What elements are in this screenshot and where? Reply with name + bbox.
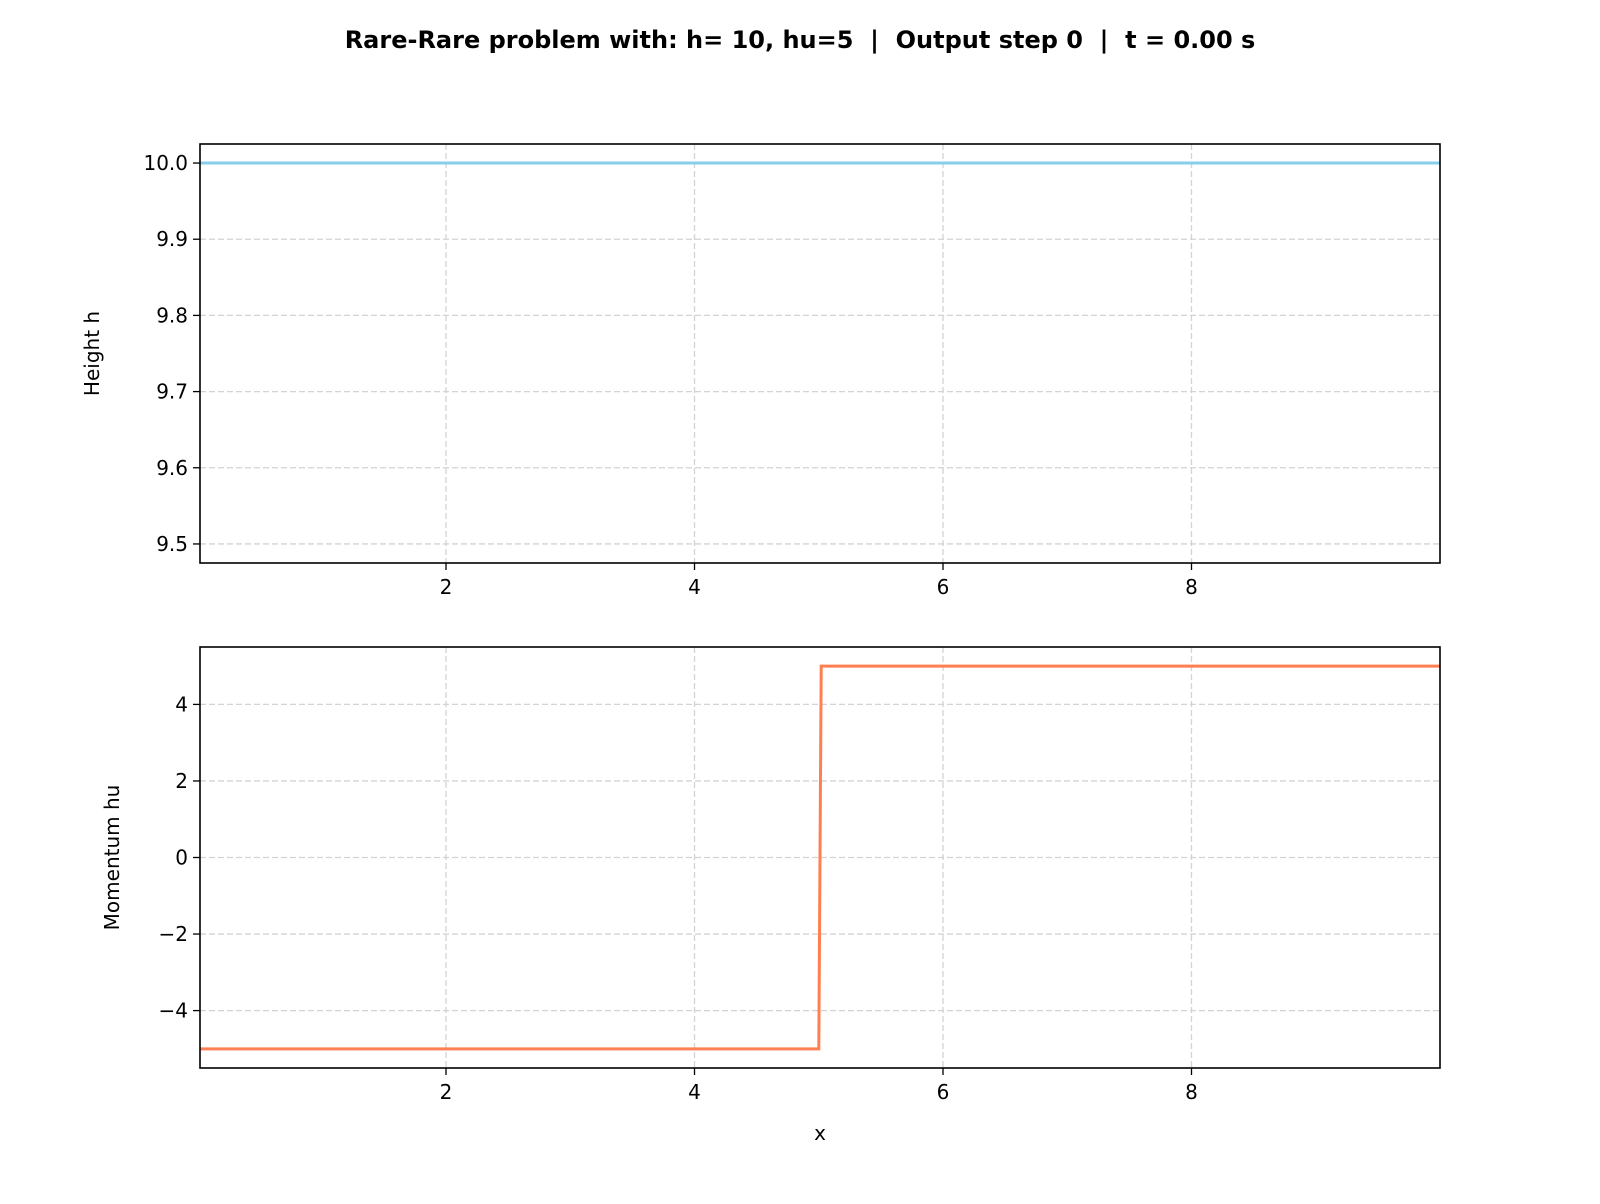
series-line — [200, 664, 1440, 1051]
y-tick-label: −2 — [159, 922, 188, 946]
y-tick-label: −4 — [159, 999, 188, 1023]
y-tick-label: 0 — [175, 846, 188, 870]
axes-frame — [199, 646, 1441, 1069]
y-tick-label: 4 — [175, 692, 188, 716]
height-axes: 2 4 6 8 9.5 9.6 9.7 9.8 9.9 10.0 Height h — [80, 143, 1441, 599]
y-tick-label: 10.0 — [143, 151, 188, 175]
y-tick-label: 9.8 — [156, 303, 188, 327]
y-tick-label: 2 — [175, 769, 188, 793]
x-tick-label: 2 — [440, 575, 453, 599]
y-tick-label: 9.6 — [156, 456, 188, 480]
x-tick-label: 6 — [937, 575, 950, 599]
x-tick-label: 8 — [1185, 1080, 1198, 1104]
x-tick-label: 4 — [688, 575, 701, 599]
y-axis-label: Height h — [80, 311, 104, 396]
y-tick-label: 9.5 — [156, 532, 188, 556]
y-axis-label: Momentum hu — [100, 785, 124, 931]
x-tick-label: 8 — [1185, 575, 1198, 599]
x-tick-label: 2 — [440, 1080, 453, 1104]
x-tick-label: 6 — [937, 1080, 950, 1104]
x-axis-label: x — [814, 1121, 826, 1145]
y-tick-label: 9.9 — [156, 227, 188, 251]
axes-frame — [199, 143, 1441, 564]
figure-title: Rare-Rare problem with: h= 10, hu=5 | Ou… — [345, 26, 1256, 54]
momentum-axes: 2 4 6 8 −4 −2 0 2 4 Momentum hu x — [100, 646, 1441, 1145]
y-tick-label: 9.7 — [156, 380, 188, 404]
x-tick-label: 4 — [688, 1080, 701, 1104]
